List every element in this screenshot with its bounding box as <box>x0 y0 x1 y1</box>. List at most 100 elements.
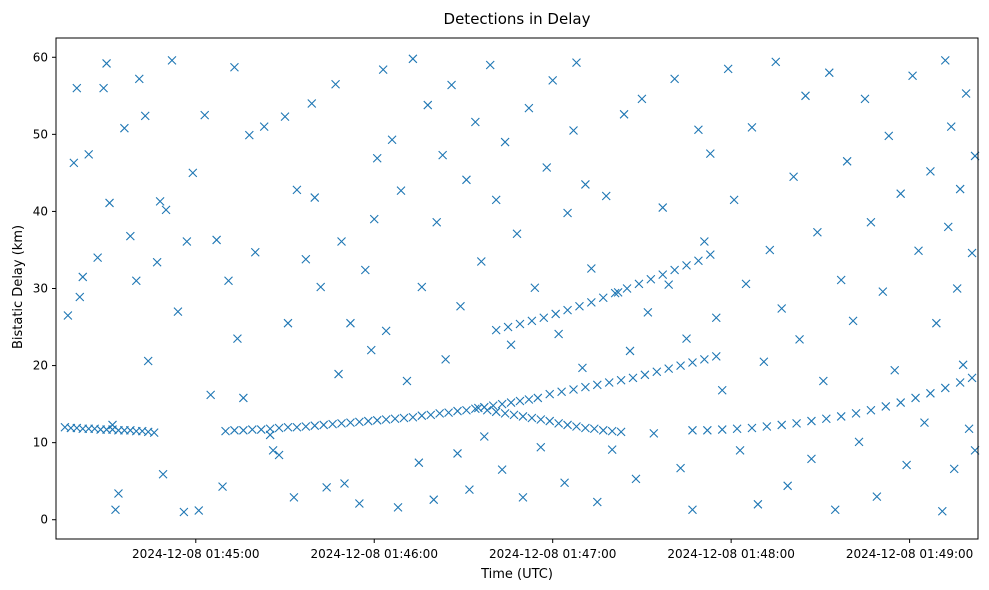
data-point <box>530 283 540 293</box>
data-point <box>682 334 691 343</box>
data-point <box>485 60 495 70</box>
data-point <box>619 109 629 119</box>
data-point <box>158 469 168 479</box>
data-point <box>747 123 757 132</box>
data-point <box>860 94 870 104</box>
x-tick-label: 2024-12-08 01:45:00 <box>132 547 259 561</box>
data-point <box>699 355 709 364</box>
x-tick-label: 2024-12-08 01:46:00 <box>311 547 438 561</box>
data-point <box>289 492 299 502</box>
data-point <box>622 284 632 293</box>
data-point <box>500 408 510 418</box>
y-tick-label: 50 <box>33 127 48 141</box>
x-tick-label: 2024-12-08 01:49:00 <box>846 547 973 561</box>
data-point <box>946 122 956 132</box>
data-point <box>711 313 721 323</box>
data-point <box>360 265 370 275</box>
x-tick-label: 2024-12-08 01:48:00 <box>667 547 794 561</box>
data-point <box>625 346 635 356</box>
data-point <box>670 74 680 84</box>
data-point <box>346 318 355 328</box>
data-point <box>533 393 543 403</box>
data-point <box>506 340 516 350</box>
data-point <box>149 428 159 438</box>
data-point <box>598 293 608 303</box>
data-point <box>676 463 685 473</box>
data-point <box>346 418 355 428</box>
data-point <box>173 307 183 317</box>
data-point <box>393 503 403 512</box>
data-point <box>664 280 674 290</box>
data-point <box>866 405 876 415</box>
x-axis-ticks: 2024-12-08 01:45:00 2024-12-08 01:46:00 20… <box>132 539 973 561</box>
data-point <box>72 83 82 93</box>
data-point <box>426 410 436 420</box>
data-point <box>943 222 953 232</box>
data-point <box>512 229 522 239</box>
data-point <box>592 380 602 390</box>
data-point <box>265 424 275 434</box>
data-point <box>111 505 120 515</box>
data-point <box>78 272 88 282</box>
data-point <box>762 422 772 431</box>
data-point <box>637 94 647 104</box>
data-point <box>658 270 668 280</box>
data-point <box>554 418 564 428</box>
data-point <box>937 506 947 516</box>
data-point <box>322 482 332 492</box>
data-point <box>884 131 894 141</box>
data-point <box>676 361 685 370</box>
data-point <box>301 254 311 264</box>
data-point <box>830 505 840 515</box>
data-point <box>878 287 888 296</box>
data-point <box>926 166 935 176</box>
data-point <box>491 407 501 417</box>
data-point <box>848 316 858 326</box>
data-point <box>723 64 733 74</box>
x-axis-label: Time (UTC) <box>480 567 553 582</box>
data-point <box>836 275 846 285</box>
data-point <box>470 117 480 127</box>
data-point <box>283 422 293 432</box>
data-point <box>479 432 489 441</box>
data-point <box>310 193 320 202</box>
data-point <box>563 420 572 430</box>
data-point <box>482 405 492 415</box>
data-point <box>381 415 391 424</box>
data-point <box>462 405 471 415</box>
data-point <box>705 250 715 259</box>
data-point <box>408 54 418 64</box>
data-point <box>438 150 448 160</box>
data-point <box>230 425 239 435</box>
data-point <box>821 414 831 424</box>
data-point <box>447 80 456 90</box>
data-point <box>69 158 79 168</box>
data-point <box>542 163 552 172</box>
data-point <box>179 507 189 517</box>
data-point <box>747 423 757 433</box>
data-point <box>563 305 572 315</box>
data-point <box>581 180 590 189</box>
data-point <box>896 189 906 199</box>
data-point <box>444 408 453 417</box>
data-point <box>753 499 763 509</box>
data-point <box>518 492 528 502</box>
data-point <box>694 256 703 266</box>
data-point <box>955 184 965 194</box>
data-point <box>557 387 567 397</box>
data-point <box>607 426 617 436</box>
data-point <box>366 345 376 355</box>
data-point <box>735 445 745 455</box>
data-point <box>63 311 73 320</box>
data-point <box>527 316 537 326</box>
data-point <box>658 203 668 212</box>
data-point <box>955 378 965 387</box>
data-point <box>238 425 248 435</box>
data-point <box>105 198 114 208</box>
data-point <box>476 257 486 266</box>
data-point <box>244 130 254 140</box>
data-point <box>423 100 433 110</box>
data-point <box>911 393 920 403</box>
data-point <box>125 231 135 241</box>
data-point <box>777 304 787 313</box>
